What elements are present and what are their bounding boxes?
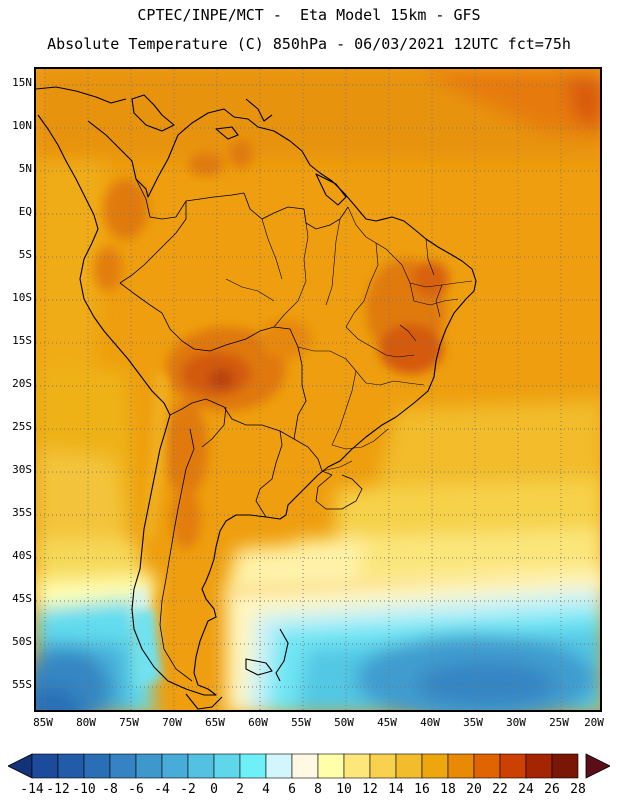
temperature-field bbox=[36, 69, 600, 594]
lon-label: 45W bbox=[377, 716, 397, 729]
lat-label: 55S bbox=[12, 678, 32, 691]
lat-label: 35S bbox=[12, 506, 32, 519]
map-subtitle: Absolute Temperature (C) 850hPa - 06/03/… bbox=[47, 35, 571, 53]
lat-label: EQ bbox=[18, 205, 32, 218]
colorbar-cell bbox=[395, 753, 423, 779]
lat-label: 15N bbox=[12, 76, 32, 89]
colorbar-label: 20 bbox=[466, 782, 482, 797]
lon-label: 30W bbox=[506, 716, 526, 729]
colorbar-cell bbox=[317, 753, 345, 779]
hot-spots bbox=[94, 140, 449, 549]
lon-label: 50W bbox=[334, 716, 354, 729]
colorbar-label: -2 bbox=[180, 782, 196, 797]
lat-label: 5S bbox=[18, 248, 32, 261]
lat-label: 45S bbox=[12, 592, 32, 605]
colorbar-cells bbox=[31, 753, 579, 779]
colorbar bbox=[8, 753, 610, 779]
temperature-map[interactable] bbox=[34, 67, 602, 712]
lon-label: 65W bbox=[205, 716, 225, 729]
colorbar-label: -8 bbox=[102, 782, 118, 797]
colorbar-label: 8 bbox=[314, 782, 322, 797]
colorbar-cell bbox=[265, 753, 293, 779]
colorbar-label: 18 bbox=[440, 782, 456, 797]
colorbar-label: -10 bbox=[72, 782, 96, 797]
lon-label: 35W bbox=[463, 716, 483, 729]
colorbar-high-arrow bbox=[585, 753, 610, 779]
colorbar-cell bbox=[135, 753, 163, 779]
colorbar-cell bbox=[187, 753, 215, 779]
colorbar-cell bbox=[109, 753, 137, 779]
colorbar-cell bbox=[525, 753, 553, 779]
colorbar-cell bbox=[369, 753, 397, 779]
colorbar-label: 6 bbox=[288, 782, 296, 797]
southern-cold-field bbox=[36, 569, 600, 710]
graticule bbox=[36, 69, 600, 710]
colorbar-cell bbox=[213, 753, 241, 779]
colorbar-cell bbox=[447, 753, 475, 779]
lon-label: 80W bbox=[76, 716, 96, 729]
colorbar-label: -6 bbox=[128, 782, 144, 797]
colorbar-cell bbox=[551, 753, 579, 779]
colorbar-cell bbox=[473, 753, 501, 779]
colorbar-label: 22 bbox=[492, 782, 508, 797]
colorbar-label: -4 bbox=[154, 782, 170, 797]
lat-label: 10N bbox=[12, 119, 32, 132]
colorbar-label: -14 bbox=[20, 782, 44, 797]
colorbar-low-arrow bbox=[8, 753, 33, 779]
lon-label: 25W bbox=[549, 716, 569, 729]
colorbar-label: 14 bbox=[388, 782, 404, 797]
lon-label: 75W bbox=[119, 716, 139, 729]
colorbar-label: 0 bbox=[210, 782, 218, 797]
colorbar-cell bbox=[31, 753, 59, 779]
lat-label: 50S bbox=[12, 635, 32, 648]
colorbar-label: 26 bbox=[544, 782, 560, 797]
lon-label: 20W bbox=[584, 716, 604, 729]
lat-label: 40S bbox=[12, 549, 32, 562]
colorbar-cell bbox=[161, 753, 189, 779]
colorbar-label: 12 bbox=[362, 782, 378, 797]
lat-label: 15S bbox=[12, 334, 32, 347]
map-title: CPTEC/INPE/MCT - Eta Model 15km - GFS bbox=[137, 6, 481, 24]
lat-label: 5N bbox=[18, 162, 32, 175]
state-borders bbox=[225, 206, 473, 472]
colorbar-cell bbox=[291, 753, 319, 779]
colorbar-label: 2 bbox=[236, 782, 244, 797]
lon-label: 55W bbox=[291, 716, 311, 729]
colorbar-cell bbox=[83, 753, 111, 779]
colorbar-cell bbox=[499, 753, 527, 779]
colorbar-label: 16 bbox=[414, 782, 430, 797]
colorbar-label: 24 bbox=[518, 782, 534, 797]
lon-label: 60W bbox=[248, 716, 268, 729]
lat-label: 20S bbox=[12, 377, 32, 390]
colorbar-cell bbox=[421, 753, 449, 779]
lat-label: 25S bbox=[12, 420, 32, 433]
lon-label: 85W bbox=[33, 716, 53, 729]
colorbar-cell bbox=[57, 753, 85, 779]
lon-label: 70W bbox=[162, 716, 182, 729]
colorbar-label: 4 bbox=[262, 782, 270, 797]
lat-label: 10S bbox=[12, 291, 32, 304]
lon-label: 40W bbox=[420, 716, 440, 729]
colorbar-cell bbox=[343, 753, 371, 779]
colorbar-label: -12 bbox=[46, 782, 70, 797]
colorbar-label: 28 bbox=[570, 782, 586, 797]
lat-label: 30S bbox=[12, 463, 32, 476]
colorbar-cell bbox=[239, 753, 267, 779]
colorbar-label: 10 bbox=[336, 782, 352, 797]
